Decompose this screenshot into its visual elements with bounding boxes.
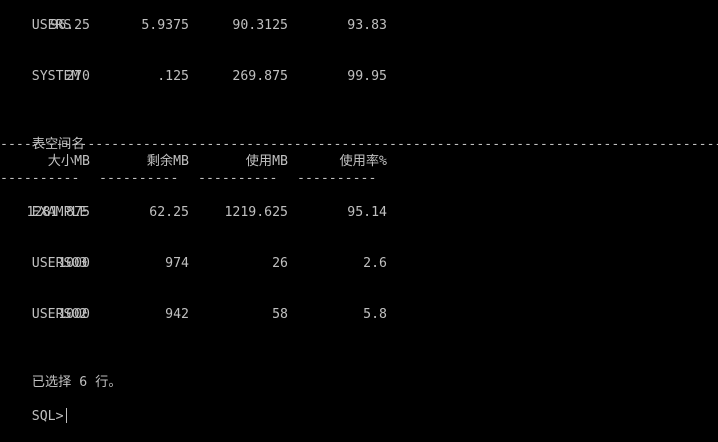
tablespace-name: USERS03 — [31, 256, 88, 271]
command-line[interactable]: SQL> — [0, 391, 67, 424]
column-header-tablespace: 表空间名 — [31, 137, 85, 152]
table-row: 1000 974 26 2.6 — [0, 255, 718, 272]
tablespace-name: SYSTEM — [31, 69, 80, 84]
sqlplus-terminal[interactable]: USERS 96.25 5.9375 90.3125 93.83 SYSTEM … — [0, 0, 718, 424]
usage-pct-value: 5.8 — [363, 307, 387, 322]
tablespace-name: USERS — [31, 18, 72, 33]
column-header-used: 使用MB — [245, 154, 288, 169]
usage-pct-value: 2.6 — [363, 256, 387, 271]
sql-prompt: SQL> — [31, 409, 64, 424]
size-mb-value: 1281.875 — [26, 205, 90, 220]
free-mb-value: .125 — [157, 69, 189, 84]
usage-pct-value: 99.95 — [347, 69, 387, 84]
tablespace-name: USERS02 — [31, 307, 88, 322]
table-row: 96.25 5.9375 90.3125 93.83 — [0, 17, 718, 34]
rows-selected-message: 已选择 6 行。 — [31, 375, 122, 390]
table-row: 1281.875 62.25 1219.625 95.14 — [0, 204, 718, 221]
free-mb-value: 5.9375 — [141, 18, 189, 33]
column-header-size: 大小MB — [47, 154, 90, 169]
column-header-usage: 使用率% — [339, 154, 387, 169]
free-mb-value: 974 — [165, 256, 189, 271]
free-mb-value: 62.25 — [149, 205, 189, 220]
text-cursor[interactable] — [65, 408, 67, 423]
column-headers: 大小MB 剩余MB 使用MB 使用率% — [0, 153, 718, 170]
table-row: 270 .125 269.875 99.95 — [0, 68, 718, 85]
used-mb-value: 269.875 — [232, 69, 288, 84]
free-mb-value: 942 — [165, 307, 189, 322]
table-row: 1000 942 58 5.8 — [0, 306, 718, 323]
tablespace-name: EXAMPLE — [31, 205, 88, 220]
used-mb-value: 26 — [272, 256, 288, 271]
size-mb-value: 1000 — [58, 307, 90, 322]
usage-pct-value: 93.83 — [347, 18, 387, 33]
column-header-free: 剩余MB — [146, 154, 189, 169]
size-mb-value: 270 — [66, 69, 90, 84]
used-mb-value: 90.3125 — [232, 18, 288, 33]
used-mb-value: 58 — [272, 307, 288, 322]
size-mb-value: 1000 — [58, 256, 90, 271]
usage-pct-value: 95.14 — [347, 205, 387, 220]
header-separator: ----------------------------------------… — [0, 137, 718, 152]
size-mb-value: 96.25 — [50, 18, 90, 33]
column-separator: ---------- ---------- ---------- -------… — [0, 171, 377, 186]
used-mb-value: 1219.625 — [224, 205, 288, 220]
